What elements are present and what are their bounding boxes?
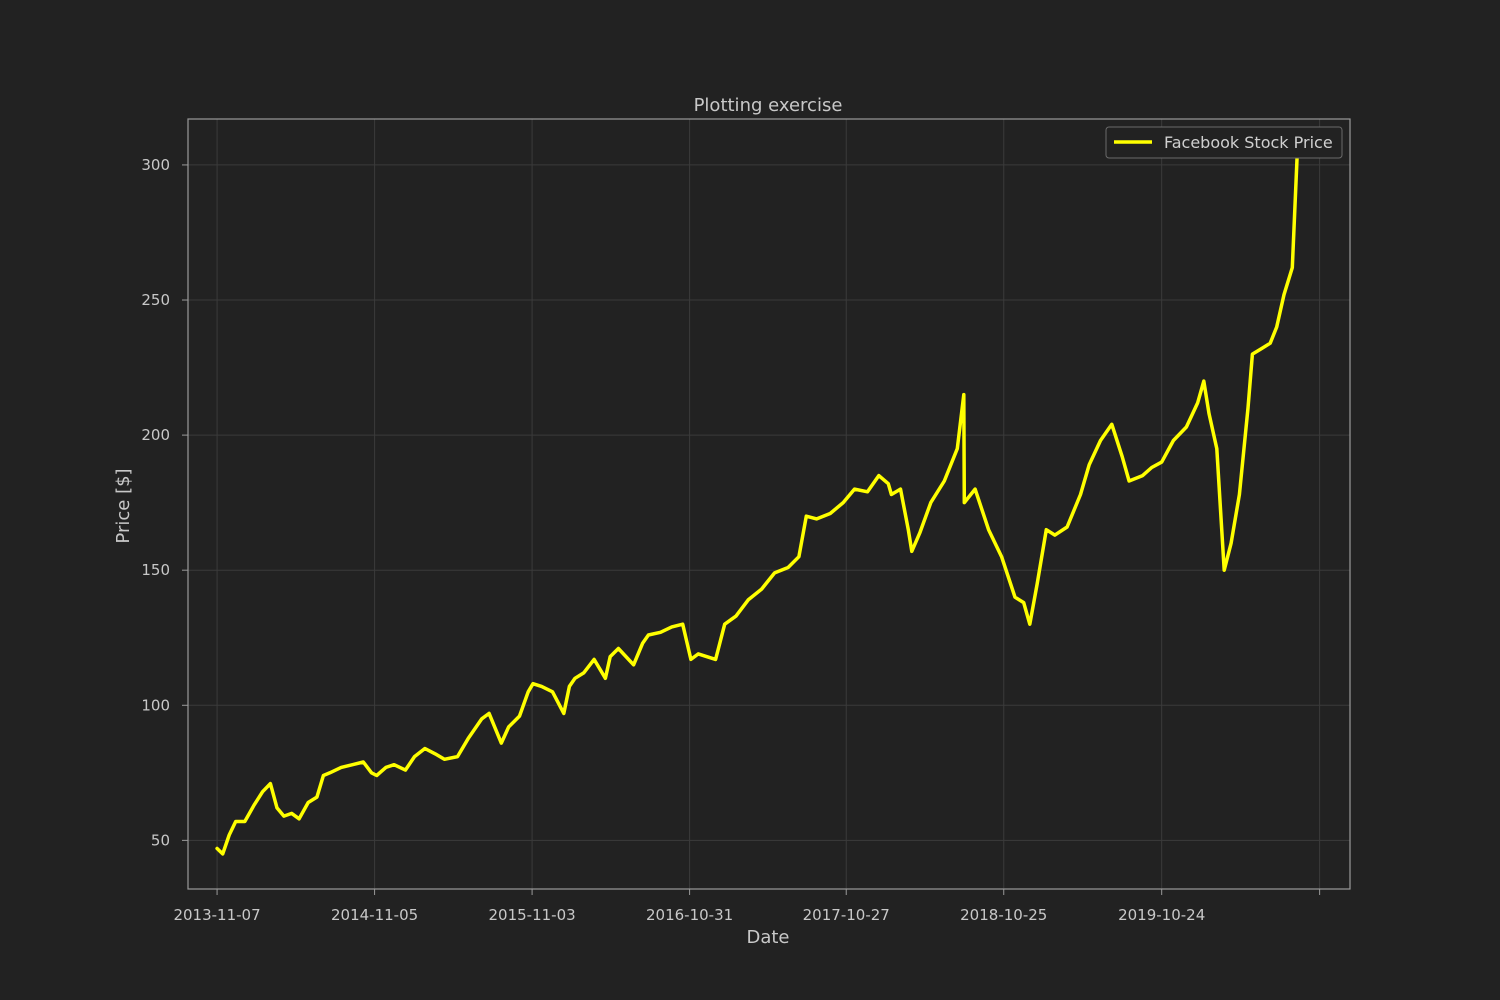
y-tick-label: 200 xyxy=(141,426,170,444)
x-axis-title: Date xyxy=(746,927,789,948)
y-axis-title: Price [$] xyxy=(113,468,134,543)
grid-lines xyxy=(188,119,1350,889)
x-tick-label: 2016-10-31 xyxy=(646,906,733,924)
chart-title: Plotting exercise xyxy=(694,95,843,116)
y-tick-label: 150 xyxy=(141,561,170,579)
series-line xyxy=(215,155,1299,856)
x-tick-label: 2015-11-03 xyxy=(488,906,575,924)
x-tick-label: 2019-10-24 xyxy=(1118,906,1205,924)
axis-ticks: 50 100 150 200 250 300 2013-11-07 2014-11-05 201… xyxy=(141,156,1321,924)
x-tick-label: 2018-10-25 xyxy=(960,906,1047,924)
x-tick-label: 2017-10-27 xyxy=(803,906,890,924)
x-tick-label: 2013-11-07 xyxy=(173,906,260,924)
y-tick-label: 100 xyxy=(141,696,170,714)
y-tick-label: 300 xyxy=(141,156,170,174)
y-tick-label: 50 xyxy=(151,831,170,849)
plot-frame xyxy=(187,118,1351,890)
x-tick-label: 2014-11-05 xyxy=(331,906,418,924)
legend-label: Facebook Stock Price xyxy=(1164,133,1333,152)
series-group xyxy=(215,155,1299,856)
legend: Facebook Stock Price xyxy=(1105,126,1343,159)
y-tick-label: 250 xyxy=(141,291,170,309)
legend-box xyxy=(1105,126,1343,159)
